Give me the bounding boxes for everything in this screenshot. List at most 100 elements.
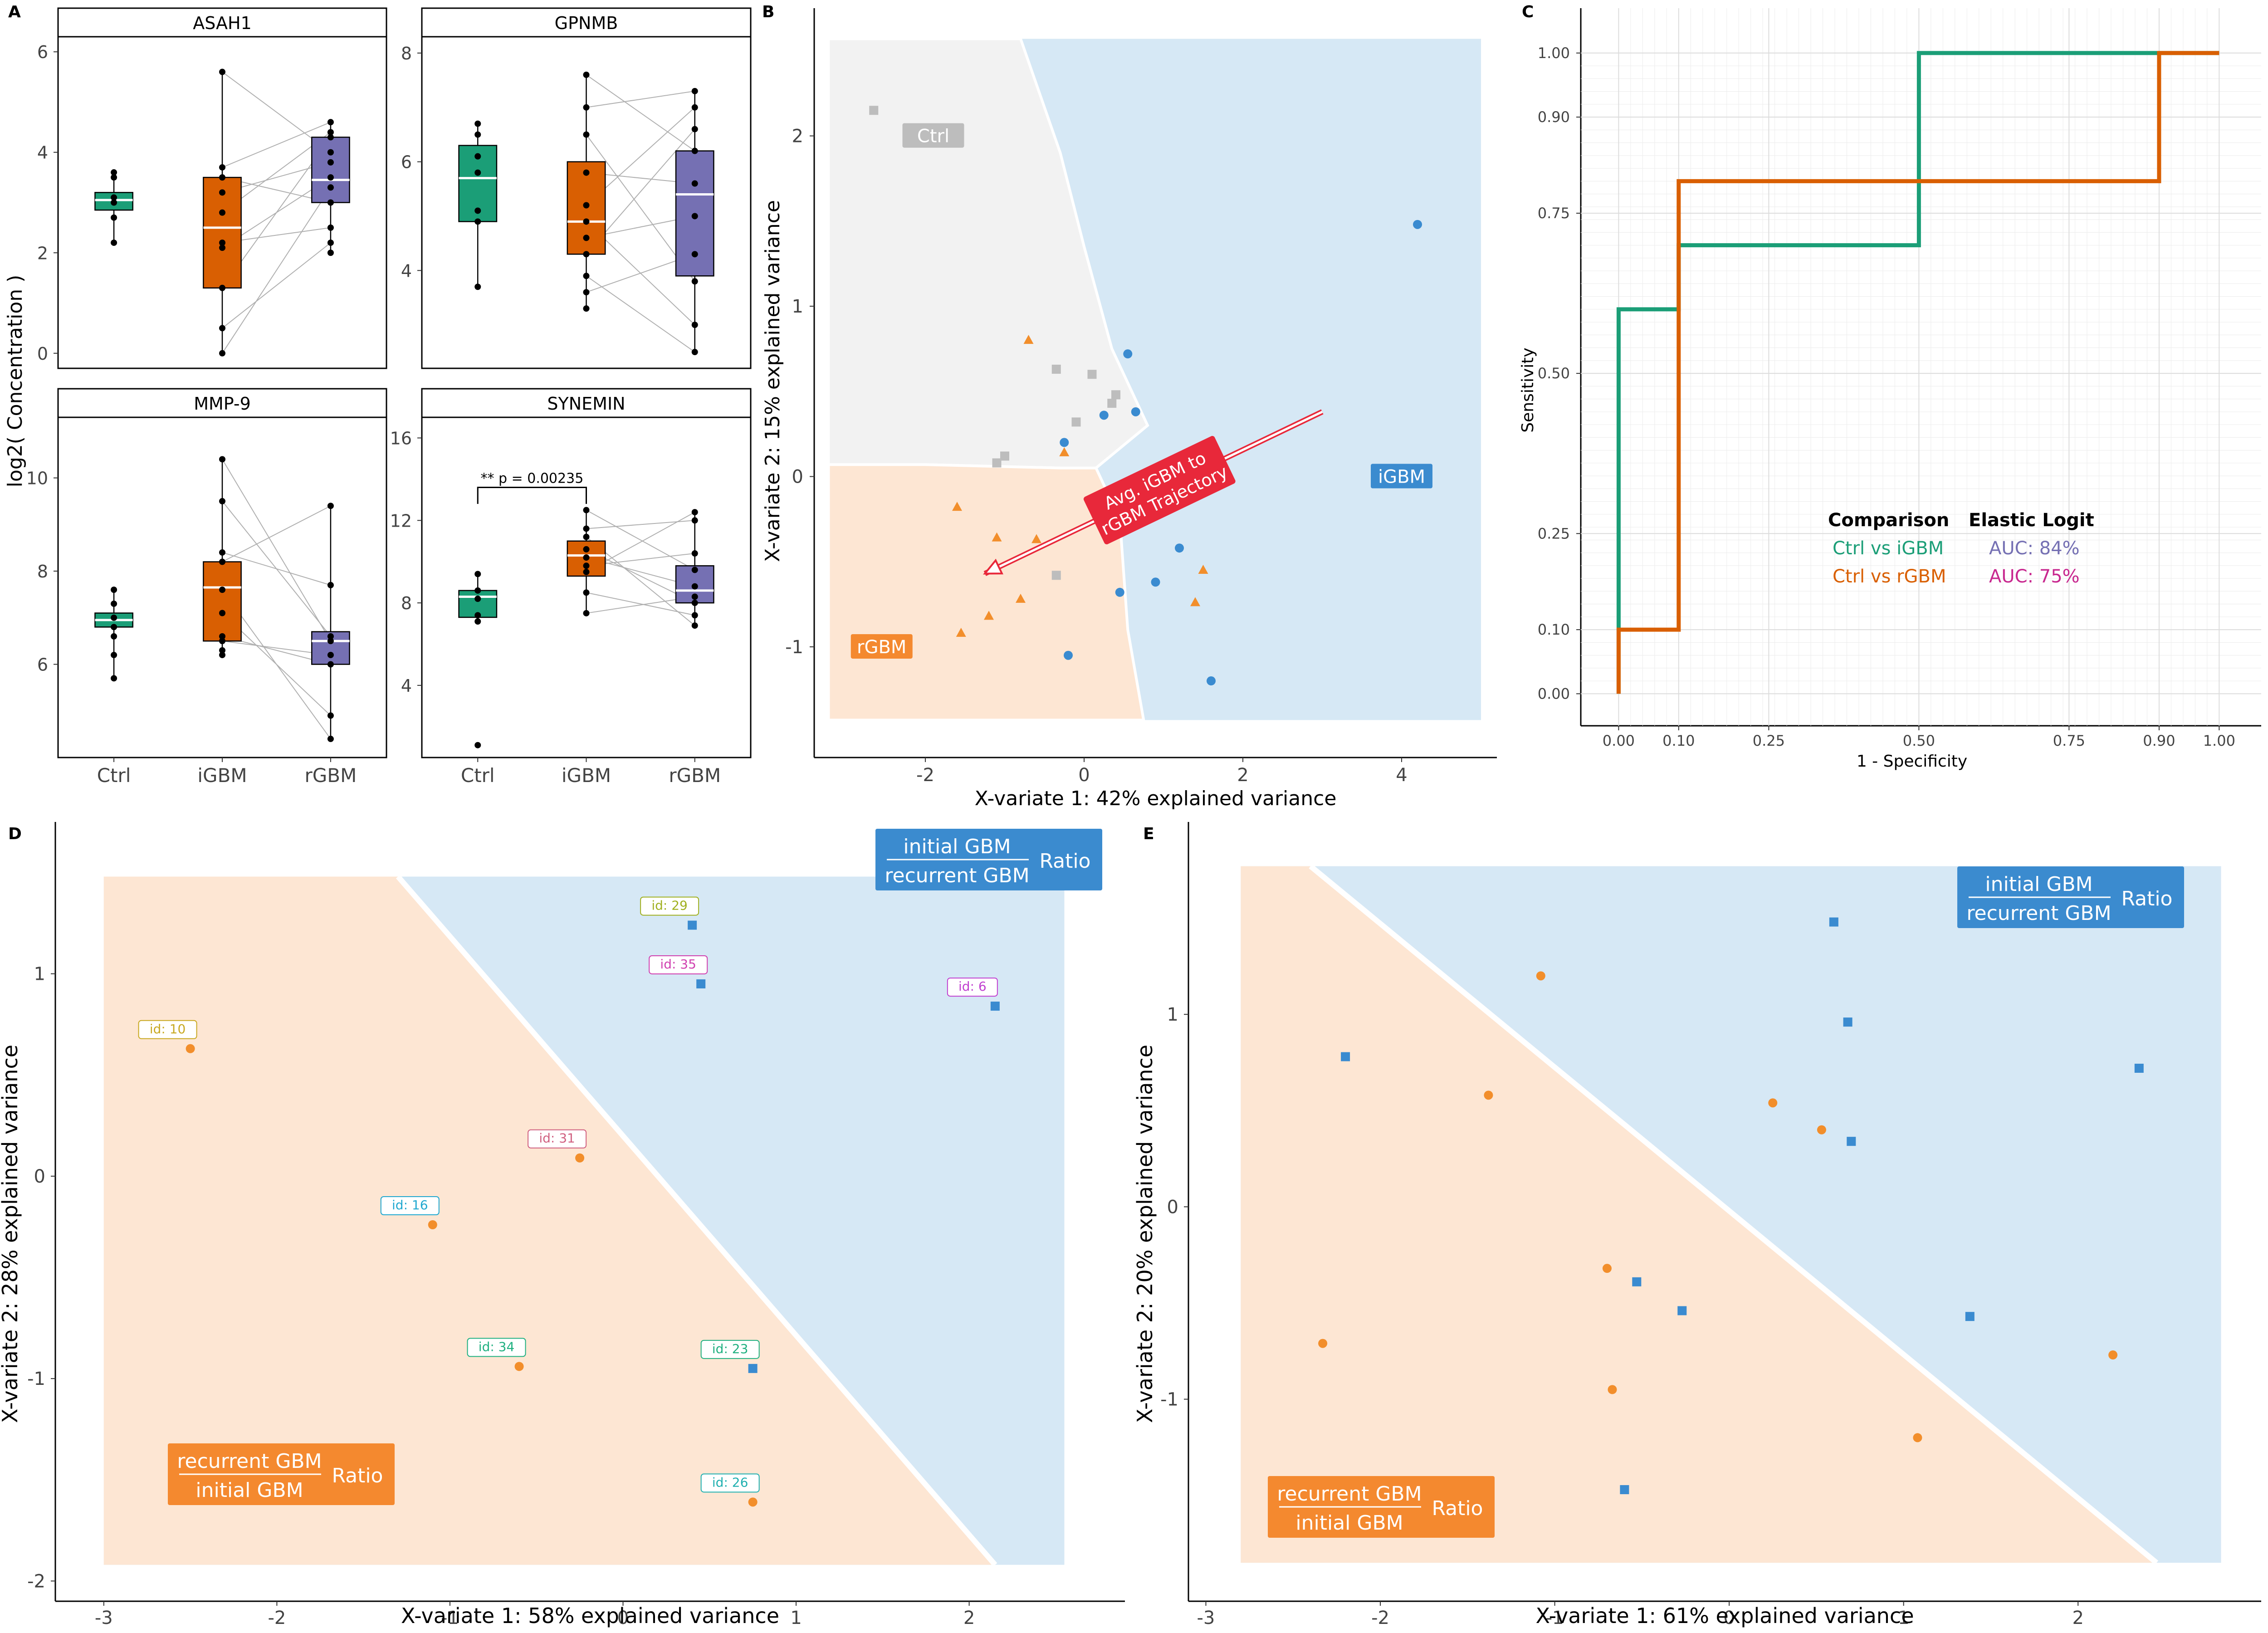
paired-line: [586, 275, 695, 352]
data-point-square: [1847, 1137, 1856, 1146]
legend-auc: AUC: 84%: [1989, 538, 2080, 559]
point-id-label-box: [700, 1340, 760, 1359]
ratio-numerator: recurrent GBM: [177, 1450, 322, 1473]
box-data-point: [111, 194, 117, 201]
box-data-point: [583, 251, 590, 258]
y-tick-label: 0: [1167, 1197, 1178, 1217]
ratio-suffix: Ratio: [332, 1464, 383, 1487]
y-axis-label: log2( Concentration ): [4, 275, 27, 488]
box-data-point: [691, 583, 698, 590]
box-data-point: [327, 149, 334, 156]
y-tick-label: 0: [34, 1166, 45, 1187]
box-data-point: [327, 184, 334, 191]
data-point-square: [1051, 571, 1061, 580]
point-id-label-box: [138, 1020, 197, 1039]
data-point-circle: [1817, 1125, 1826, 1134]
facet-title: ASAH1: [193, 13, 252, 33]
data-point-square: [688, 920, 697, 930]
box-data-point: [474, 218, 481, 225]
x-tick-label: iGBM: [197, 764, 247, 787]
box-iqr: [203, 176, 242, 289]
facet-strip: [57, 7, 387, 38]
data-point-circle: [1318, 1339, 1328, 1348]
paired-line: [222, 242, 331, 329]
data-point-triangle: [1190, 597, 1200, 606]
box-data-point: [219, 651, 225, 658]
decision-boundary: [396, 875, 997, 1567]
legend-title-model: Elastic Logit: [1969, 510, 2094, 531]
point-id-label-box: [947, 978, 998, 997]
data-point-square: [869, 106, 879, 115]
panel-letter: C: [1522, 3, 1534, 21]
box-data-point: [327, 199, 334, 206]
point-id-label-box: [640, 896, 699, 916]
y-tick-label: 12: [390, 511, 412, 531]
data-point-triangle: [1059, 447, 1070, 456]
y-tick-label: 1: [34, 964, 45, 985]
x-tick-label: 1: [1898, 1608, 1909, 1628]
data-point-circle: [1413, 220, 1422, 229]
box-data-point: [583, 202, 590, 209]
ratio-suffix: Ratio: [1432, 1497, 1483, 1520]
box-data-point: [474, 169, 481, 176]
x-tick-label: 0: [617, 1608, 629, 1628]
box-data-point: [111, 199, 117, 206]
x-tick-label: rGBM: [669, 764, 721, 787]
data-point-circle: [1115, 587, 1124, 597]
facet-strip: [421, 7, 752, 38]
ratio-label: recurrent GBM initial GBM Ratio: [168, 1443, 395, 1505]
box-data-point: [583, 610, 590, 616]
y-tick-label: 0: [37, 344, 48, 364]
panel-letter: A: [8, 3, 21, 21]
y-axis-label: X-variate 2: 15% explained variance: [761, 200, 784, 562]
x-tick-label: 0: [1723, 1608, 1735, 1628]
ratio-suffix: Ratio: [2121, 887, 2173, 910]
box-data-point: [111, 587, 117, 593]
box-data-point: [219, 244, 225, 251]
y-tick-label: -1: [785, 637, 803, 658]
x-tick-label: 0.25: [1753, 732, 1785, 749]
data-point-square: [1843, 1017, 1853, 1027]
x-tick-label: -1: [441, 1608, 459, 1628]
box-data-point: [691, 147, 698, 154]
x-tick-label: -2: [268, 1608, 286, 1628]
box-data-point: [219, 587, 225, 593]
ratio-suffix: Ratio: [1040, 850, 1091, 873]
paired-line: [222, 187, 331, 354]
facet-title: GPNMB: [555, 13, 618, 33]
data-point-circle: [1536, 971, 1545, 981]
box-data-point: [691, 550, 698, 557]
box-data-point: [583, 507, 590, 513]
trajectory-label-box: [1083, 436, 1236, 545]
facet-strip: [421, 388, 752, 418]
box-data-point: [327, 651, 334, 658]
box-data-point: [583, 218, 590, 225]
box-data-point: [219, 633, 225, 640]
y-tick-label: -2: [27, 1571, 45, 1592]
box-data-point: [583, 525, 590, 532]
box-data-point: [583, 533, 590, 540]
box-data-point: [583, 305, 590, 312]
y-tick-label: 0.90: [1538, 108, 1570, 126]
box-data-point: [691, 517, 698, 524]
x-tick-label: 1.00: [2203, 732, 2235, 749]
box-data-point: [474, 587, 481, 594]
y-tick-label: 16: [390, 428, 412, 448]
region-label-box: [902, 123, 964, 148]
point-id-label-box: [649, 955, 708, 974]
x-tick-label: -3: [1197, 1608, 1215, 1628]
box-data-point: [327, 638, 334, 645]
x-tick-label: Ctrl: [461, 764, 495, 787]
box-data-point: [583, 554, 590, 561]
legend-series-name: Ctrl vs rGBM: [1833, 566, 1946, 587]
data-point-circle: [2108, 1350, 2118, 1360]
ratio-denominator: initial GBM: [196, 1479, 303, 1502]
ratio-denominator: initial GBM: [1295, 1511, 1403, 1535]
facet-title: MMP-9: [194, 394, 251, 414]
box-data-point: [327, 119, 334, 126]
y-axis-label: X-variate 2: 28% explained variance: [0, 1045, 22, 1423]
significance-label: ** p = 0.00235: [480, 471, 583, 487]
data-point-circle: [1602, 1264, 1612, 1273]
paired-line: [222, 552, 331, 586]
